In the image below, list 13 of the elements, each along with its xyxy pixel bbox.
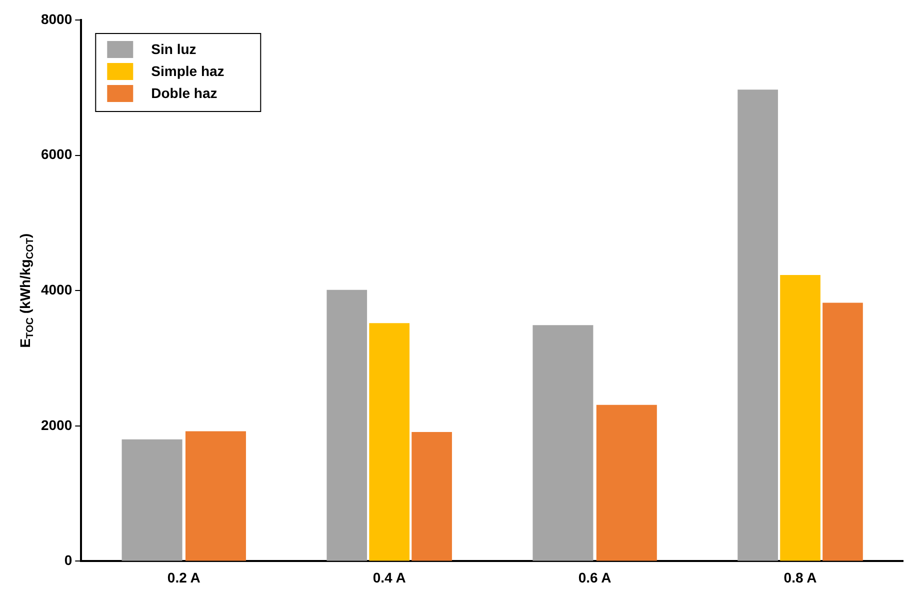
y-tick-label: 8000 xyxy=(40,10,72,27)
y-tick-label: 2000 xyxy=(40,416,72,433)
legend-label: Simple haz xyxy=(151,62,224,79)
legend-label: Doble haz xyxy=(151,84,218,101)
y-tick-label: 4000 xyxy=(40,281,72,298)
x-tick-label: 0.6 A xyxy=(578,569,612,586)
y-tick-label: 6000 xyxy=(40,146,72,162)
x-tick-label: 0.2 A xyxy=(167,569,200,586)
y-tick-label: 0 xyxy=(64,552,72,568)
y-axis-title: ETOC (kWh/kgCOT) xyxy=(16,233,36,348)
legend-label: Sin luz xyxy=(151,40,196,57)
x-tick-label: 0.8 A xyxy=(784,569,817,586)
x-tick-label: 0.4 A xyxy=(372,569,406,586)
